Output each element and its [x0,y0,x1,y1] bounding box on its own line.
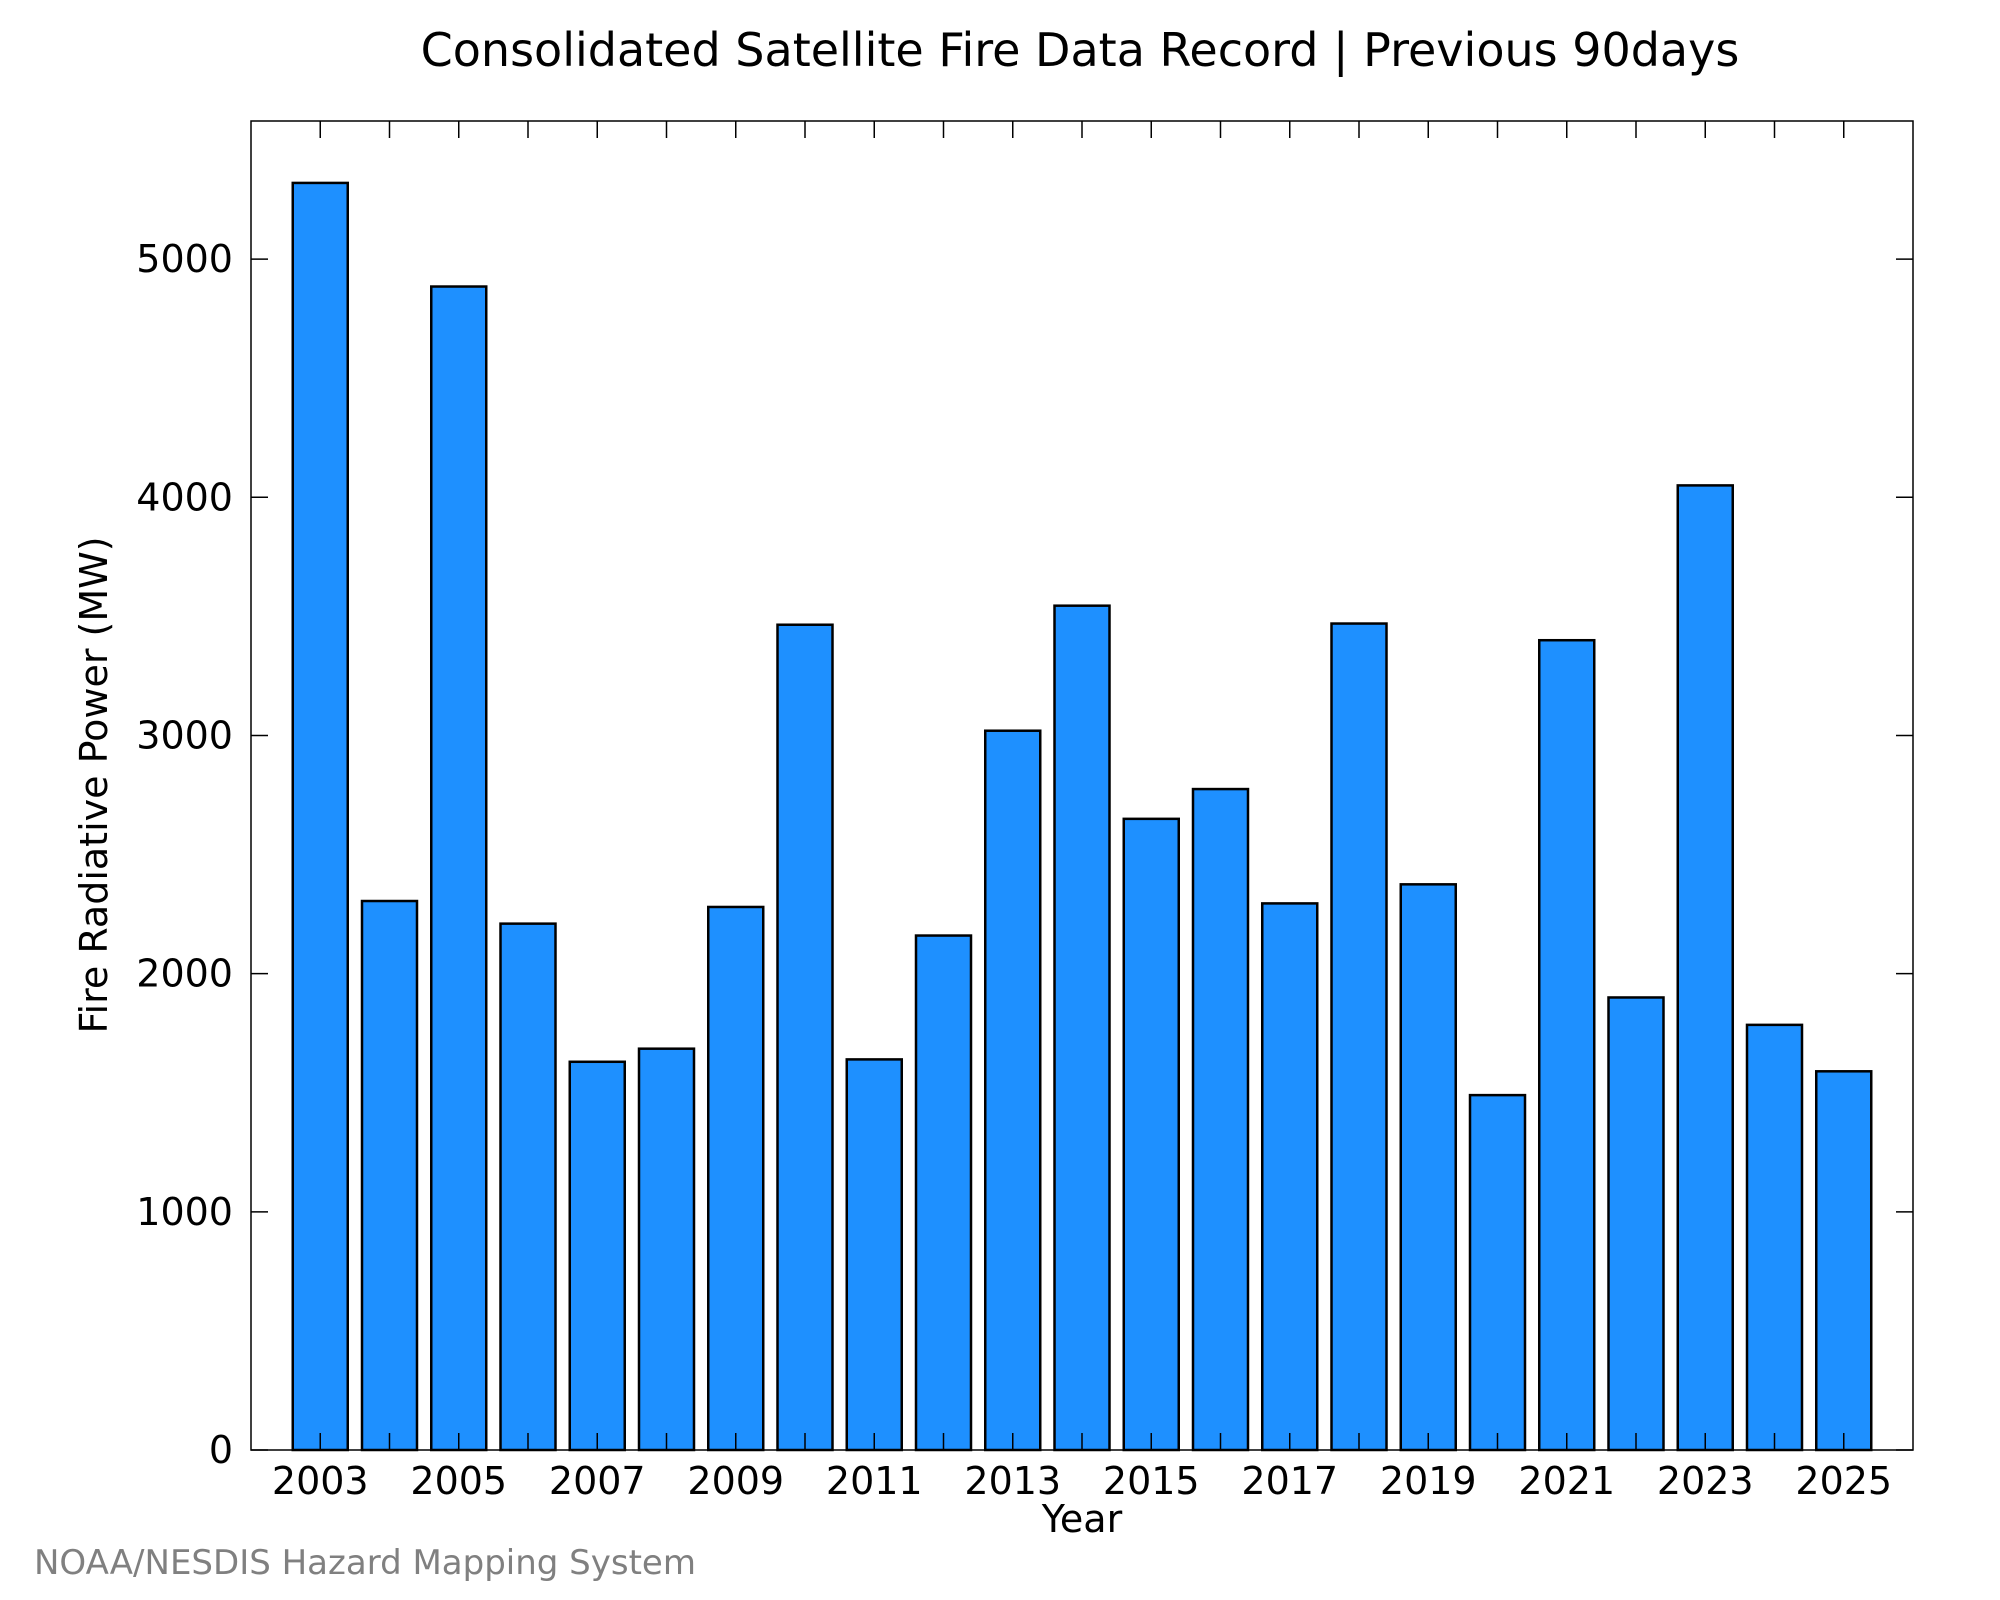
bar-2009 [707,905,765,1452]
chart-title: Consolidated Satellite Fire Data Record … [421,23,1740,78]
bar-2021 [1538,638,1596,1452]
bar-2022 [1607,996,1665,1452]
y-tick-labels: 0 1000 2000 3000 4000 5000 [136,237,233,1472]
x-tick-label-2019: 2019 [1380,1459,1477,1503]
y-tick-label-2000: 2000 [136,952,233,996]
x-tick-label-2025: 2025 [1795,1459,1892,1503]
x-tick-label-2009: 2009 [687,1459,784,1503]
x-tick-label-2017: 2017 [1241,1459,1338,1503]
bar-2013 [984,729,1042,1452]
x-tick-label-2015: 2015 [1103,1459,1200,1503]
bar-2005 [430,285,488,1452]
axis-ticks [251,121,1913,1451]
bars-group [291,181,1873,1452]
x-tick-label-2023: 2023 [1657,1459,1754,1503]
credit-text: NOAA/NESDIS Hazard Mapping System [34,1543,696,1583]
bar-2010 [776,623,834,1452]
bar-2006 [499,922,557,1452]
y-tick-label-5000: 5000 [136,237,233,281]
x-tick-label-2021: 2021 [1518,1459,1615,1503]
y-tick-label-1000: 1000 [136,1190,233,1234]
y-tick-label-4000: 4000 [136,475,233,519]
bar-2014 [1053,604,1111,1452]
bar-2024 [1745,1023,1804,1452]
bar-2018 [1330,622,1388,1452]
bar-2020 [1468,1093,1527,1452]
bar-2003 [291,181,349,1452]
x-tick-label-2003: 2003 [272,1459,369,1503]
bar-2011 [845,1058,903,1452]
bar-2015 [1122,817,1180,1452]
x-tick-label-2013: 2013 [964,1459,1061,1503]
x-axis-label: Year [1041,1497,1123,1541]
y-tick-label-0: 0 [209,1428,233,1472]
x-tick-labels: 2003 2005 2007 2009 2011 2013 2015 2017 2019 2021… [272,1459,1892,1503]
bar-2007 [568,1060,626,1452]
bar-2019 [1399,883,1457,1452]
bar-2004 [360,899,419,1452]
bar-2025 [1815,1070,1873,1452]
bar-2017 [1261,902,1319,1452]
bar-2016 [1191,787,1250,1452]
bar-2023 [1676,484,1734,1452]
x-tick-label-2011: 2011 [826,1459,923,1503]
y-axis-label: Fire Radiative Power (MW) [72,536,116,1033]
bar-2012 [914,934,973,1452]
x-tick-label-2007: 2007 [549,1459,646,1503]
x-tick-label-2005: 2005 [410,1459,507,1503]
bar-2008 [637,1047,696,1452]
y-tick-label-3000: 3000 [136,713,233,757]
